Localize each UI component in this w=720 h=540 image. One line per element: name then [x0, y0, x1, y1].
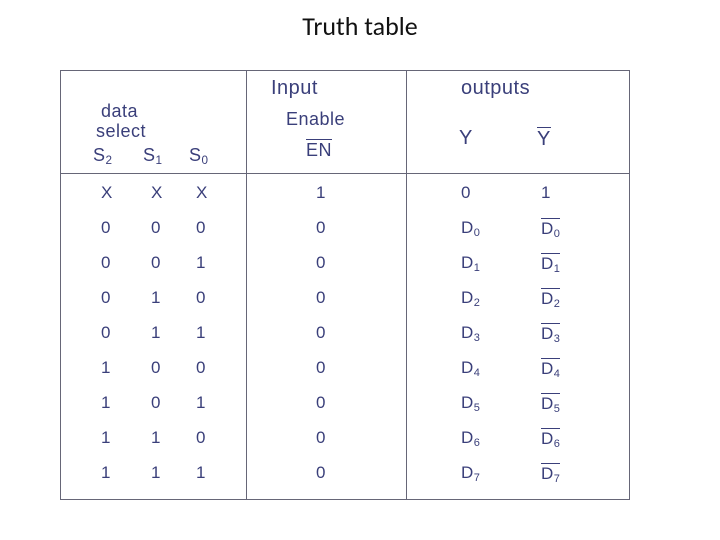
col-divider-2 [406, 71, 407, 499]
header-input: Input [271, 77, 318, 100]
cell-s1: 0 [151, 393, 161, 413]
cell-s2: 1 [101, 428, 111, 448]
cell-en: 0 [316, 288, 326, 308]
cell-y: D2 [461, 288, 480, 309]
cell-s2: X [101, 183, 113, 203]
cell-en: 0 [316, 428, 326, 448]
cell-en: 0 [316, 358, 326, 378]
cell-ybar: 1 [541, 183, 551, 203]
cell-s2: 0 [101, 253, 111, 273]
cell-s2: 0 [101, 288, 111, 308]
cell-en: 1 [316, 183, 326, 203]
cell-s0: X [196, 183, 208, 203]
header-s0: S0 [189, 145, 209, 167]
cell-y: D0 [461, 218, 480, 239]
cell-s0: 1 [196, 323, 206, 343]
header-s2: S2 [93, 145, 113, 167]
header-ybar: Y [537, 127, 551, 151]
header-y: Y [459, 127, 473, 150]
cell-s0: 0 [196, 358, 206, 378]
cell-y: D3 [461, 323, 480, 344]
cell-y: D4 [461, 358, 480, 379]
cell-s1: 0 [151, 253, 161, 273]
cell-ybar: D2 [541, 288, 560, 310]
header-divider [61, 173, 629, 174]
header-outputs: outputs [461, 77, 530, 100]
cell-ybar: D5 [541, 393, 560, 415]
cell-en: 0 [316, 253, 326, 273]
cell-s2: 1 [101, 393, 111, 413]
cell-ybar: D7 [541, 463, 560, 485]
cell-s1: 1 [151, 288, 161, 308]
cell-ybar: D4 [541, 358, 560, 380]
cell-y: D7 [461, 463, 480, 484]
cell-s1: 0 [151, 218, 161, 238]
cell-s0: 1 [196, 393, 206, 413]
cell-s1: 1 [151, 463, 161, 483]
cell-y: D1 [461, 253, 480, 274]
cell-s2: 0 [101, 323, 111, 343]
truth-table: Input outputs data select Enable EN S2 S… [60, 70, 630, 500]
cell-s1: X [151, 183, 163, 203]
cell-s0: 0 [196, 218, 206, 238]
cell-ybar: D0 [541, 218, 560, 240]
cell-s1: 1 [151, 323, 161, 343]
cell-s2: 0 [101, 218, 111, 238]
cell-s2: 1 [101, 463, 111, 483]
cell-ybar: D6 [541, 428, 560, 450]
cell-ybar: D3 [541, 323, 560, 345]
cell-en: 0 [316, 323, 326, 343]
cell-s0: 0 [196, 288, 206, 308]
cell-s1: 0 [151, 358, 161, 378]
cell-ybar: D1 [541, 253, 560, 275]
cell-en: 0 [316, 393, 326, 413]
col-divider-1 [246, 71, 247, 499]
cell-s0: 0 [196, 428, 206, 448]
header-en-bar: EN [306, 139, 332, 161]
page-title: Truth table [0, 10, 720, 42]
cell-y: D6 [461, 428, 480, 449]
cell-s0: 1 [196, 253, 206, 273]
header-enable: Enable [286, 109, 345, 130]
cell-y: D5 [461, 393, 480, 414]
header-data-select-2: select [96, 121, 146, 142]
cell-en: 0 [316, 463, 326, 483]
cell-s1: 1 [151, 428, 161, 448]
cell-s0: 1 [196, 463, 206, 483]
cell-y: 0 [461, 183, 471, 203]
cell-s2: 1 [101, 358, 111, 378]
cell-en: 0 [316, 218, 326, 238]
header-s1: S1 [143, 145, 163, 167]
header-data-select-1: data [101, 101, 138, 122]
